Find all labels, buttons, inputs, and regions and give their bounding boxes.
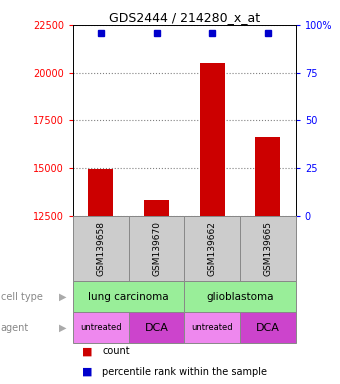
- Text: GSM139658: GSM139658: [97, 221, 105, 276]
- Text: ▶: ▶: [59, 292, 67, 302]
- Text: ■: ■: [82, 367, 92, 377]
- Bar: [255, 137, 280, 216]
- Bar: [88, 169, 114, 216]
- Text: GSM139662: GSM139662: [208, 221, 217, 276]
- Text: DCA: DCA: [145, 323, 169, 333]
- Text: agent: agent: [1, 323, 29, 333]
- Text: lung carcinoma: lung carcinoma: [88, 292, 169, 302]
- Title: GDS2444 / 214280_x_at: GDS2444 / 214280_x_at: [109, 11, 260, 24]
- FancyBboxPatch shape: [73, 216, 129, 281]
- FancyBboxPatch shape: [73, 281, 184, 312]
- Text: untreated: untreated: [80, 323, 122, 332]
- FancyBboxPatch shape: [129, 216, 184, 281]
- Text: count: count: [102, 346, 130, 356]
- FancyBboxPatch shape: [129, 312, 184, 343]
- FancyBboxPatch shape: [240, 216, 296, 281]
- Text: DCA: DCA: [256, 323, 280, 333]
- Text: GSM139665: GSM139665: [264, 221, 272, 276]
- Text: cell type: cell type: [1, 292, 42, 302]
- Bar: [144, 200, 169, 216]
- FancyBboxPatch shape: [73, 312, 129, 343]
- FancyBboxPatch shape: [184, 312, 240, 343]
- FancyBboxPatch shape: [184, 216, 240, 281]
- Text: percentile rank within the sample: percentile rank within the sample: [102, 367, 267, 377]
- FancyBboxPatch shape: [184, 281, 296, 312]
- Text: GSM139670: GSM139670: [152, 221, 161, 276]
- Text: ■: ■: [82, 346, 92, 356]
- Bar: [200, 63, 225, 216]
- Text: ▶: ▶: [59, 323, 67, 333]
- Text: untreated: untreated: [191, 323, 233, 332]
- Text: glioblastoma: glioblastoma: [206, 292, 274, 302]
- FancyBboxPatch shape: [240, 312, 296, 343]
